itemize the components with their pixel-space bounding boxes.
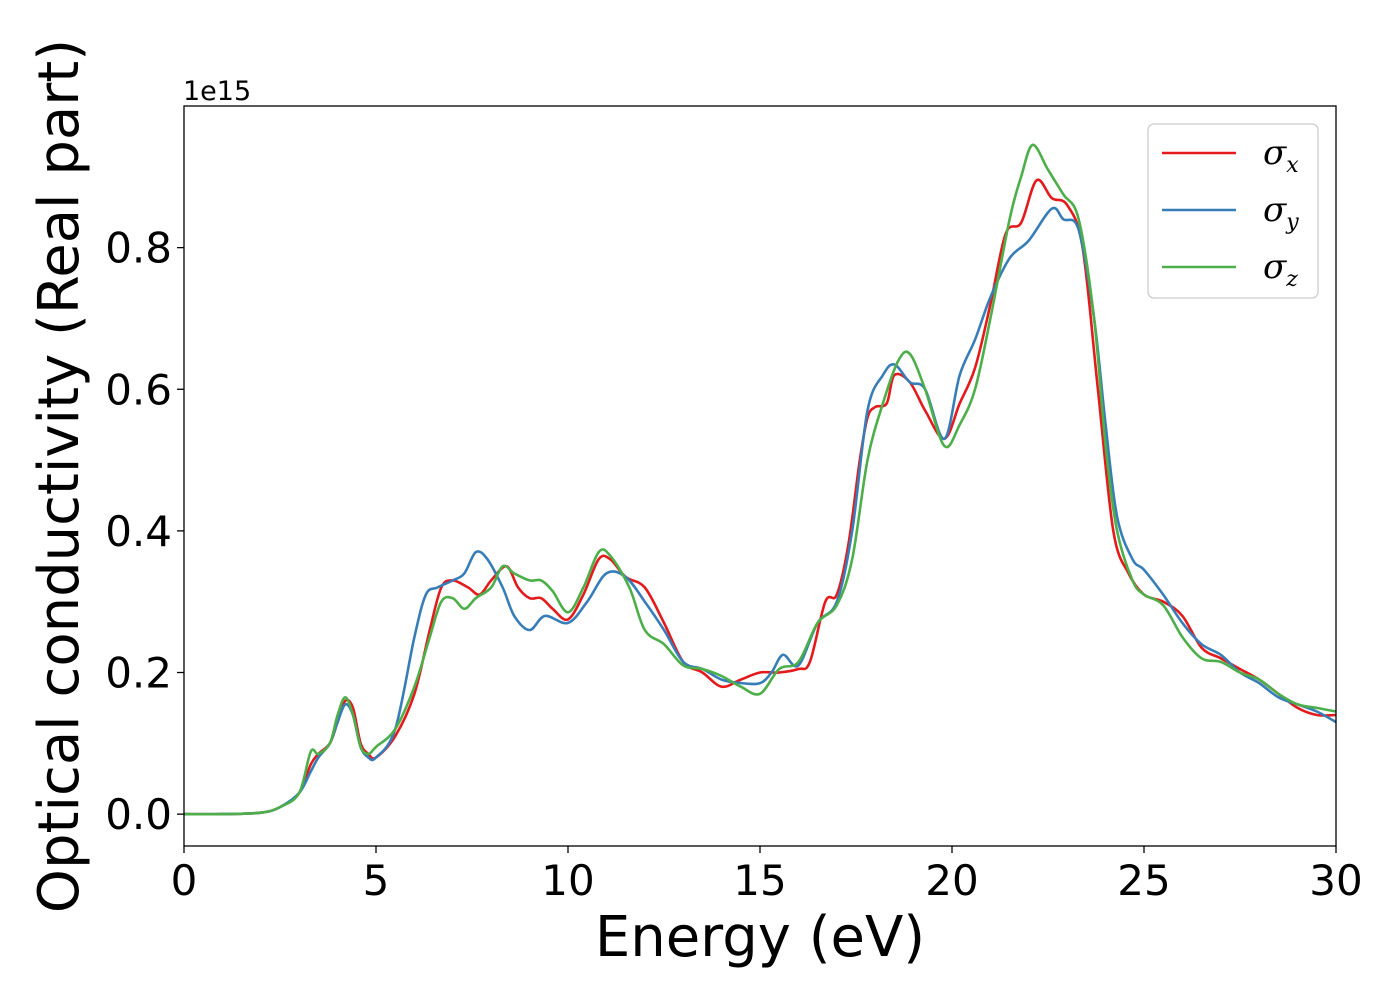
legend-label-x: σx <box>1263 133 1299 178</box>
legend: σx σy σz <box>1147 123 1319 299</box>
x-tick-label: 15 <box>733 856 786 905</box>
x-tick-label: 30 <box>1309 856 1362 905</box>
x-tick-label: 5 <box>363 856 390 905</box>
legend-label-y: σy <box>1263 190 1299 235</box>
series-line-y <box>183 206 1337 816</box>
y-tick-label: 0.0 <box>105 790 172 839</box>
x-tick-label: 25 <box>1117 856 1170 905</box>
series-line-z <box>183 143 1337 816</box>
y-axis: 0.0 0.2 0.4 0.6 0.8 <box>105 224 184 839</box>
y-axis-title: Optical conductivity (Real part) <box>27 39 92 913</box>
x-axis-title: Energy (eV) <box>595 905 925 970</box>
x-axis: 0 5 10 15 20 25 30 <box>171 846 1363 905</box>
y-tick-label: 0.4 <box>105 507 172 556</box>
series-layer <box>183 143 1337 816</box>
y-tick-label: 0.8 <box>105 224 172 273</box>
x-tick-label: 0 <box>171 856 198 905</box>
legend-label-z: σz <box>1263 247 1298 292</box>
x-tick-label: 20 <box>925 856 978 905</box>
y-tick-label: 0.2 <box>105 649 172 698</box>
legend-items: σx σy σz <box>1162 133 1299 292</box>
y-tick-label: 0.6 <box>105 365 172 414</box>
x-tick-label: 10 <box>541 856 594 905</box>
y-offset-text: 1e15 <box>183 76 251 107</box>
